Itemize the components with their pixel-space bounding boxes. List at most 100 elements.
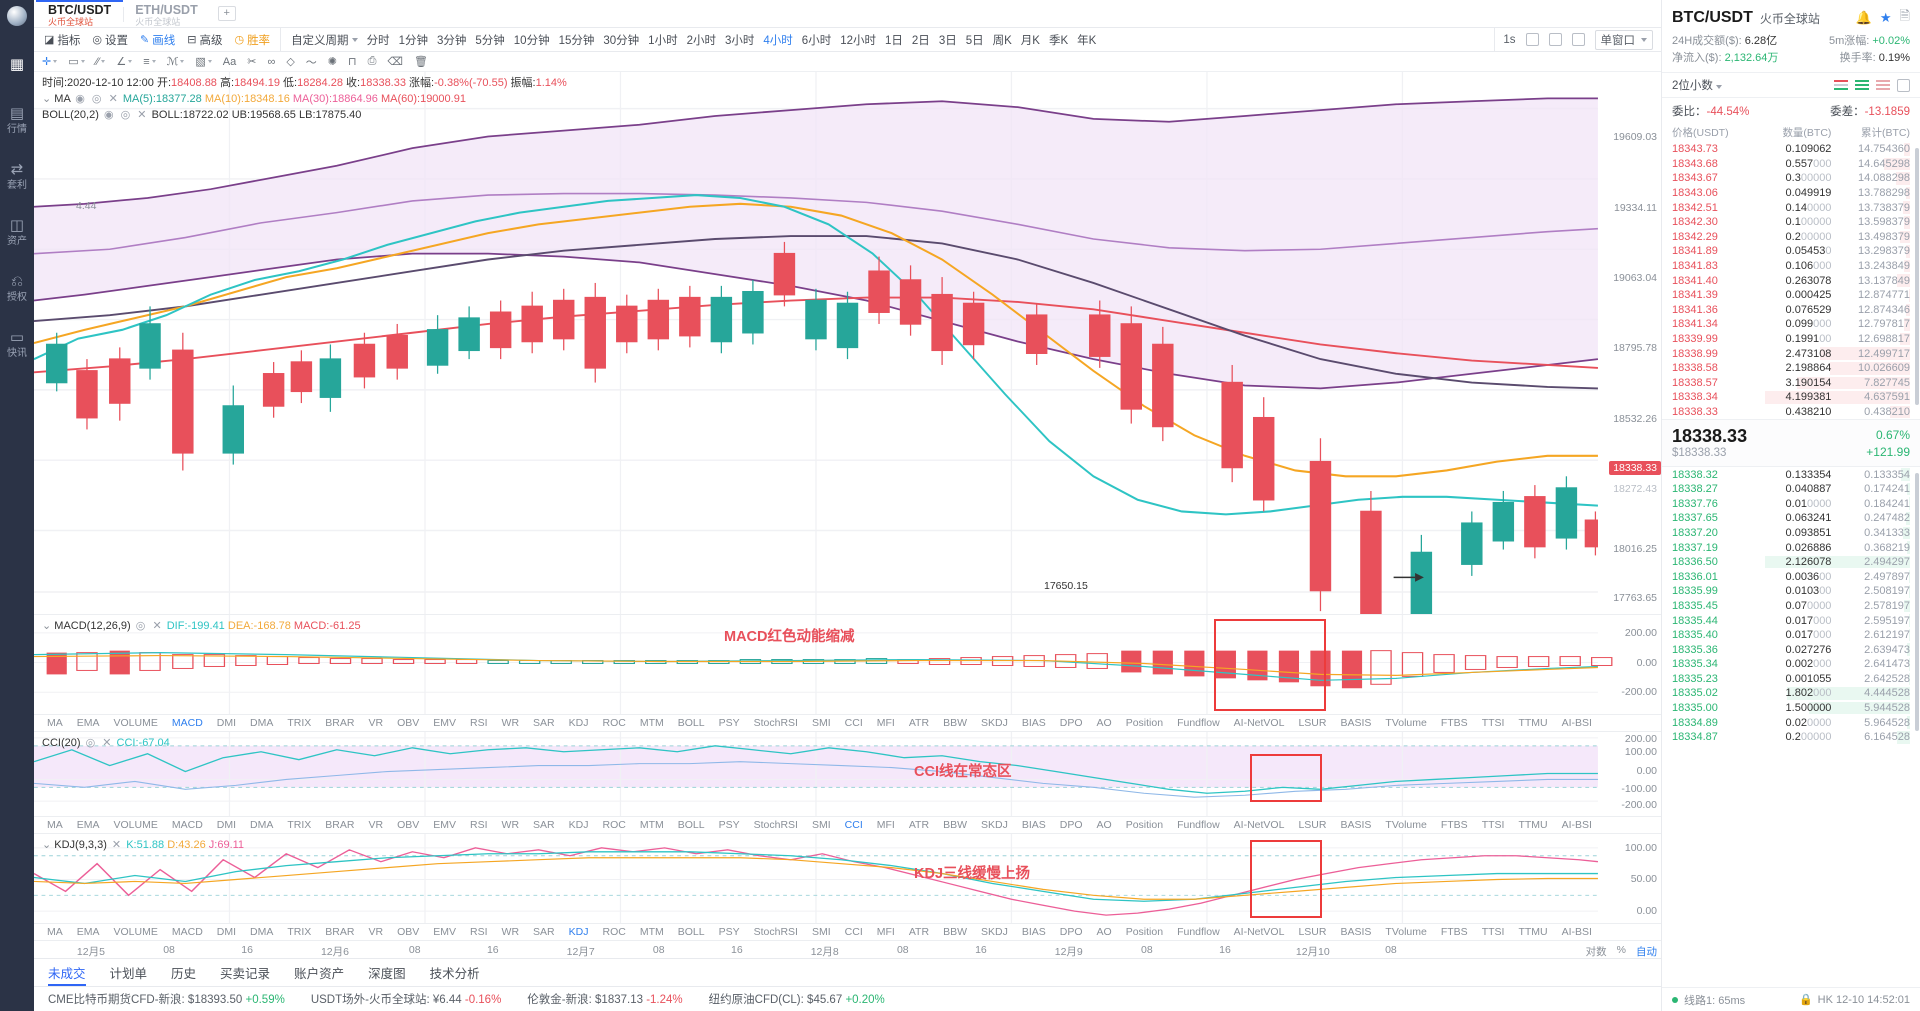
ind3-mfi[interactable]: MFI [876,926,895,938]
ind-volume[interactable]: VOLUME [113,717,158,729]
ind3-dma[interactable]: DMA [250,926,274,938]
bid-row[interactable]: 18335.02 1.802000 4.444528 [1662,686,1920,701]
ind2-psy[interactable]: PSY [718,819,740,831]
period-3d[interactable]: 3日 [938,34,957,47]
ind2-bbw[interactable]: BBW [943,819,967,831]
ask-row[interactable]: 18343.73 0.109062 14.754360 [1662,142,1920,157]
period-1m[interactable]: 1分钟 [398,34,428,47]
diamond-tool[interactable]: ◇ [286,56,295,68]
expand-icon[interactable] [1548,33,1562,46]
kdj-pane[interactable]: ⌄ KDJ(9,3,3) ✕ K:51.88 D:43.26 J:69.11 [34,834,1661,924]
ask-row[interactable]: 18338.99 2.473108 12.499717 [1662,346,1920,361]
bottom-tab-account-assets[interactable]: 账户资产 [294,967,345,981]
ind2-lsur[interactable]: LSUR [1298,819,1327,831]
trendline-tool[interactable]: ⁄⁄ [96,56,106,68]
bid-row[interactable]: 18334.89 0.020000 5.964528 [1662,715,1920,730]
ind3-bias[interactable]: BIAS [1021,926,1046,938]
angle-tool[interactable]: ∠ [116,55,133,68]
bottom-tab-plan-orders[interactable]: 计划单 [109,967,148,981]
ind-brar[interactable]: BRAR [325,717,355,729]
period-quarter[interactable]: 季K [1048,34,1069,47]
bottom-tab-depth-chart[interactable]: 深度图 [368,967,406,981]
popout-icon[interactable] [1897,78,1910,92]
rail-item-news[interactable]: ▭ 快讯 [0,316,34,372]
ind2-trix[interactable]: TRIX [287,819,312,831]
bottom-tab-technical[interactable]: 技术分析 [429,967,480,981]
ind3-skdj[interactable]: SKDJ [980,926,1008,938]
ind-fundflow[interactable]: Fundflow [1177,717,1220,729]
xaxis-percent[interactable]: % [1616,944,1626,956]
ind-ttsi[interactable]: TTSI [1481,717,1505,729]
period-15m[interactable]: 15分钟 [558,34,595,47]
ind2-rsi[interactable]: RSI [470,819,488,831]
ind-dpo[interactable]: DPO [1059,717,1083,729]
ind3-ftbs[interactable]: FTBS [1440,926,1468,938]
ind2-position[interactable]: Position [1125,819,1164,831]
bid-list[interactable]: 18338.32 0.133354 0.133354 18338.27 0.040887… [1662,467,1920,744]
ind3-atr[interactable]: ATR [908,926,930,938]
ind3-smi[interactable]: SMI [811,926,831,938]
ind2-volume[interactable]: VOLUME [113,819,158,831]
bottom-tab-open-orders[interactable]: 未成交 [48,959,86,986]
ask-row[interactable]: 18342.51 0.140000 13.738379 [1662,200,1920,215]
ind2-wr[interactable]: WR [501,819,520,831]
ind3-ma[interactable]: MA [47,926,63,938]
ask-row[interactable]: 18341.40 0.263078 13.137849 [1662,273,1920,288]
toolbar-settings[interactable]: ◎ 设置 [92,32,128,48]
star-icon[interactable]: ★ [1879,10,1892,25]
ind-rsi[interactable]: RSI [470,717,488,729]
ind-stochrsi[interactable]: StochRSI [753,717,798,729]
ind-bbw[interactable]: BBW [943,717,967,729]
ind2-ma[interactable]: MA [47,819,63,831]
toolbar-advanced[interactable]: ⊟ 高级 [187,32,222,48]
period-2h[interactable]: 2小时 [686,34,716,47]
refresh-rate[interactable]: 1s [1503,33,1516,46]
bid-row[interactable]: 18335.40 0.017000 2.612197 [1662,628,1920,643]
ask-row[interactable]: 18341.89 0.054530 13.298379 [1662,244,1920,259]
ind-smi[interactable]: SMI [811,717,831,729]
macd-pane[interactable]: ⌄ MACD(12,26,9) ◎ ✕ DIF:-199.41 DEA:-168… [34,615,1661,715]
ind-ttmu[interactable]: TTMU [1518,717,1548,729]
ticker-item-2[interactable]: 伦敦金-新浪: $1837.13 -1.24% [527,991,682,1007]
ind-roc[interactable]: ROC [602,717,626,729]
price-y-axis[interactable]: 19609.03 19334.11 19063.04 18795.78 1853… [1599,72,1661,614]
ind-emv[interactable]: EMV [433,717,457,729]
rectangle-tool[interactable]: ▭ [68,55,85,68]
ind2-smi[interactable]: SMI [811,819,831,831]
tab-btc-usdt[interactable]: BTC/USDT 火币全球站 [36,0,124,27]
period-10m[interactable]: 10分钟 [513,34,550,47]
emoji-tool[interactable]: ✺ [327,56,337,68]
bid-row[interactable]: 18337.19 0.026886 0.368219 [1662,540,1920,555]
ind2-ai-netvol[interactable]: AI-NetVOL [1233,819,1285,831]
bid-row[interactable]: 18336.01 0.003600 2.497897 [1662,569,1920,584]
lock-icon[interactable]: 🔒 [1798,994,1813,1006]
ind2-boll[interactable]: BOLL [677,819,705,831]
ticker-item-3[interactable]: 纽约原油CFD(CL): $45.67 +0.20% [709,991,885,1007]
snapshot-icon[interactable] [1571,33,1585,46]
bid-row[interactable]: 18335.00 1.500000 5.944528 [1662,701,1920,716]
ind3-stochrsi[interactable]: StochRSI [753,926,798,938]
ind2-macd[interactable]: MACD [171,819,203,831]
ask-row[interactable]: 18338.34 4.199381 4.637591 [1662,390,1920,405]
bottom-tab-history[interactable]: 历史 [171,967,197,981]
rail-item-arbitrage[interactable]: ⇄ 套利 [0,148,34,204]
ind-lsur[interactable]: LSUR [1298,717,1327,729]
rail-item-grid[interactable]: ▦ [0,36,34,92]
ind3-macd[interactable]: MACD [171,926,203,938]
ind3-mtm[interactable]: MTM [639,926,664,938]
bottom-tab-trade-records[interactable]: 买卖记录 [220,967,271,981]
bid-row[interactable]: 18337.76 0.010000 0.184241 [1662,496,1920,511]
bid-row[interactable]: 18338.27 0.040887 0.174241 [1662,482,1920,497]
period-3h[interactable]: 3小时 [724,34,755,47]
bid-row[interactable]: 18335.44 0.017000 2.595197 [1662,613,1920,628]
period-1h[interactable]: 1小时 [648,34,678,47]
bid-row[interactable]: 18337.20 0.093851 0.341333 [1662,526,1920,541]
x-axis[interactable]: 12月5 08 16 12月6 08 16 12月7 08 16 12月8 08… [34,941,1661,959]
ind2-ttmu[interactable]: TTMU [1518,819,1548,831]
ind-macd[interactable]: MACD [171,717,203,729]
ind3-roc[interactable]: ROC [602,926,626,938]
ind-dma[interactable]: DMA [250,717,274,729]
ask-row[interactable]: 18343.06 0.049919 13.788298 [1662,186,1920,201]
ind3-dpo[interactable]: DPO [1059,926,1083,938]
period-custom[interactable]: 自定义周期 [291,32,358,48]
